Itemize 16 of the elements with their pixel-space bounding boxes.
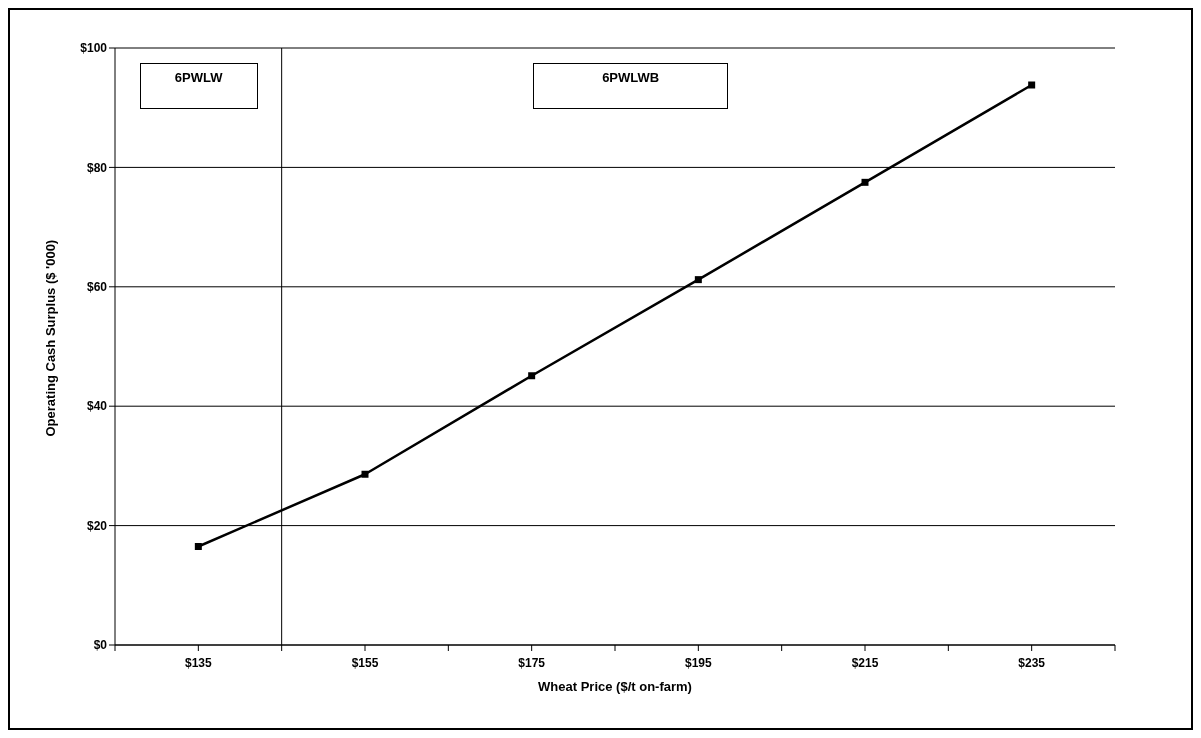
text-box: 6PWLW: [139, 63, 258, 109]
y-axis-title: Operating Cash Surplus ($ '000): [42, 239, 58, 437]
x-tick-label: $155: [351, 656, 379, 670]
y-tick-label: $40: [86, 399, 108, 414]
y-tick-label: $60: [86, 280, 108, 295]
x-tick-label: $135: [184, 656, 212, 670]
y-tick-label: $100: [80, 41, 108, 56]
y-tick-label: $80: [86, 160, 108, 175]
x-tick-label: $235: [1018, 656, 1046, 670]
y-tick-label: $20: [86, 518, 108, 533]
x-axis-title: Wheat Price ($/t on-farm): [538, 679, 692, 694]
y-tick-label: $0: [93, 638, 108, 653]
x-tick-label: $175: [518, 656, 546, 670]
text-box: 6PWLWB: [533, 63, 729, 109]
x-tick-label: $215: [851, 656, 879, 670]
x-tick-label: $195: [684, 656, 712, 670]
